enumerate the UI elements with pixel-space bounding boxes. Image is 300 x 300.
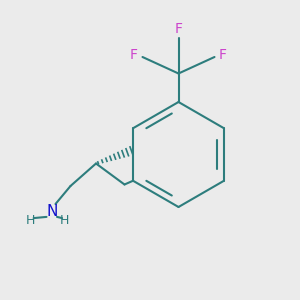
- Text: N: N: [47, 204, 58, 219]
- Text: H: H: [25, 214, 35, 227]
- Text: H: H: [60, 214, 69, 227]
- Text: F: F: [130, 49, 138, 62]
- Text: F: F: [175, 22, 182, 36]
- Text: F: F: [219, 49, 227, 62]
